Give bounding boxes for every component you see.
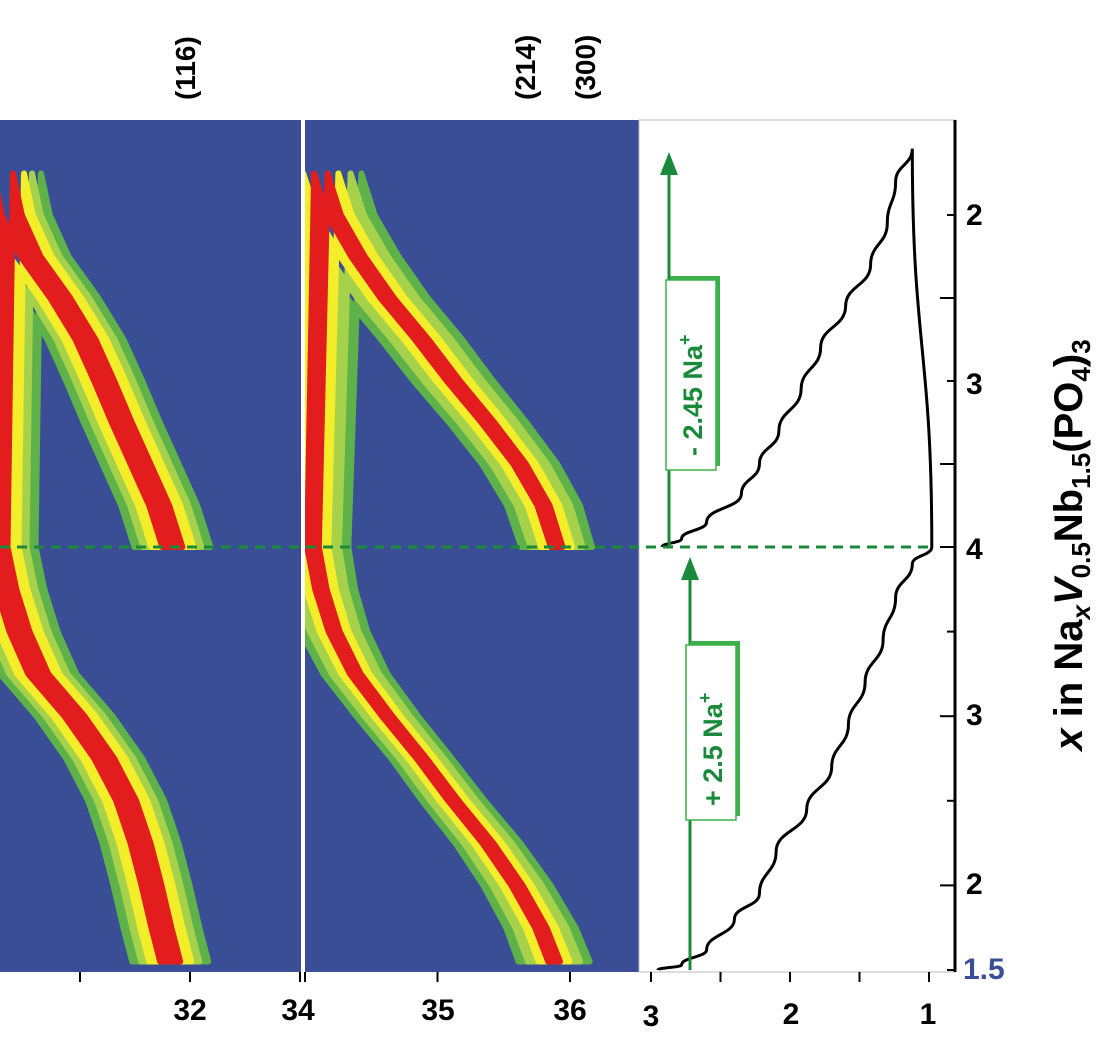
comp-tick-label: 3: [966, 699, 983, 732]
voltage-curve: [656, 148, 934, 972]
composition-axis-ticks: [940, 214, 955, 971]
comp-tick-label: 2: [966, 199, 983, 232]
contour-level: [305, 170, 566, 965]
comp-tick-label: 2: [966, 868, 983, 901]
charge-arrow-head: [660, 152, 678, 175]
peak-116-band: [0, 170, 214, 965]
annotation-layer: - 2.45 Na+ + 2.5 Na+: [0, 152, 934, 970]
voltage-tick-label: 2: [783, 998, 800, 1031]
composition-axis: 2 3 4 3 2 1.5 x in NaxV0.5Nb1.5(PO4)3: [940, 120, 1096, 986]
annotation-remove-box: [665, 279, 717, 471]
two-theta-tick-label: 32: [173, 994, 206, 1027]
bottom-axis-ticks: [79, 972, 930, 982]
discharge-arrow-head: [681, 557, 699, 580]
two-theta-tick-label: 35: [421, 994, 454, 1027]
panel-divider: [301, 120, 305, 972]
annotation-remove-label: - 2.45 Na+: [675, 334, 708, 456]
comp-tick-label: 3: [966, 368, 983, 401]
annotation-add-sodium: + 2.5 Na+: [685, 641, 740, 821]
peak-label-214: (214): [510, 35, 541, 100]
comp-tick-label: 4: [966, 533, 983, 566]
peak-214-300-band: [305, 170, 596, 965]
contour-level: [0, 170, 186, 965]
composition-axis-label: x in NaxV0.5Nb1.5(PO4)3: [1047, 339, 1096, 752]
annotation-add-label: + 2.5 Na+: [695, 693, 728, 806]
peak-label-116: (116): [170, 36, 201, 100]
annotation-remove-sodium: - 2.45 Na+: [665, 276, 720, 471]
annotation-add-box: [685, 644, 737, 821]
voltage-tick-label: 1: [920, 998, 937, 1031]
xrd-contour-left: [0, 120, 301, 972]
peak-label-300: (300): [570, 35, 601, 100]
two-theta-tick-label: 36: [553, 994, 586, 1027]
two-theta-tick-label: 34: [281, 994, 315, 1027]
comp-start-label: 1.5: [963, 953, 1005, 986]
voltage-tick-label: 3: [643, 1000, 660, 1033]
bottom-axis: 32 34 35 36 3 2 1: [79, 972, 937, 1033]
contour-level: [305, 170, 576, 965]
